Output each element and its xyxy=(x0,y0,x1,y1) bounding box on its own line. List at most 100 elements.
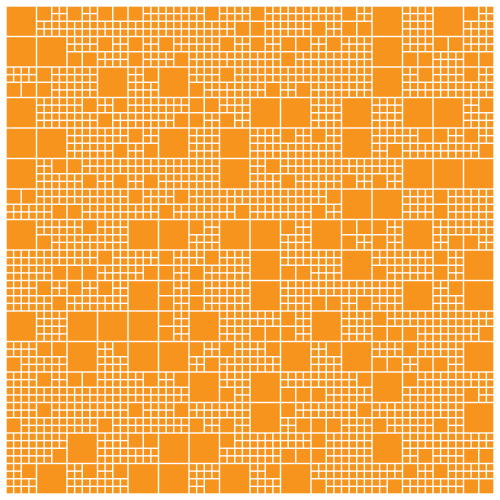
tile-square xyxy=(52,395,59,402)
tile-square xyxy=(166,113,174,120)
tile-square xyxy=(311,258,318,265)
tile-square xyxy=(288,143,296,151)
tile-square xyxy=(21,441,29,448)
tile-square xyxy=(90,128,97,135)
tile-square xyxy=(311,60,318,67)
tile-square xyxy=(21,250,29,257)
tile-square xyxy=(174,37,181,44)
tile-square xyxy=(349,334,357,341)
tile-square xyxy=(250,159,257,166)
tile-square xyxy=(166,189,174,196)
tile-square xyxy=(37,227,44,235)
tile-square xyxy=(403,441,410,448)
tile-square xyxy=(479,143,494,158)
tile-square xyxy=(82,418,90,425)
tile-square xyxy=(250,487,257,494)
tile-square xyxy=(250,90,257,97)
tile-square xyxy=(143,387,151,395)
tile-square xyxy=(273,136,280,143)
tile-square xyxy=(37,304,44,311)
tile-square xyxy=(441,349,448,357)
tile-square xyxy=(487,204,494,212)
tile-square xyxy=(29,395,36,402)
tile-square xyxy=(433,128,448,143)
tile-square xyxy=(174,159,181,166)
tile-square xyxy=(189,471,196,479)
tile-square xyxy=(273,182,280,189)
tile-square xyxy=(37,212,44,219)
tile-square xyxy=(90,426,97,433)
tile-square xyxy=(174,98,181,105)
tile-square xyxy=(6,288,13,296)
tile-square xyxy=(174,326,181,334)
tile-square xyxy=(296,403,303,410)
tile-square xyxy=(433,151,440,158)
tile-square xyxy=(349,418,357,425)
tile-square xyxy=(250,189,257,196)
tile-square xyxy=(143,258,151,265)
tile-square xyxy=(471,227,479,235)
tile-square xyxy=(448,273,456,280)
tile-square xyxy=(75,220,82,227)
tile-square xyxy=(212,204,219,212)
tile-square xyxy=(235,334,242,341)
tile-square xyxy=(204,159,212,166)
tile-square xyxy=(265,21,273,29)
tile-square xyxy=(235,281,242,288)
tile-square xyxy=(395,258,402,265)
tile-square xyxy=(235,52,242,59)
tile-square xyxy=(67,159,82,174)
tile-square xyxy=(365,60,372,67)
tile-square xyxy=(273,479,280,486)
tile-square xyxy=(90,143,97,151)
tile-square xyxy=(220,14,227,21)
tile-square xyxy=(426,37,433,44)
tile-square xyxy=(197,357,204,364)
tile-square xyxy=(243,372,250,379)
tile-square xyxy=(143,90,151,97)
tile-square xyxy=(479,189,486,196)
tile-square xyxy=(75,174,82,181)
tile-square xyxy=(448,258,456,265)
tile-square xyxy=(372,410,379,418)
tile-square xyxy=(380,296,387,303)
tile-square xyxy=(220,380,227,387)
tile-square xyxy=(349,60,357,67)
tile-square xyxy=(204,113,212,120)
tile-square xyxy=(296,235,303,242)
tile-square xyxy=(326,380,334,387)
tile-square xyxy=(365,75,372,82)
tile-square xyxy=(380,281,387,288)
tile-square xyxy=(357,220,372,235)
tile-square xyxy=(75,105,82,113)
tile-square xyxy=(220,82,227,90)
tile-square xyxy=(433,52,440,59)
tile-square xyxy=(235,265,242,273)
tile-square xyxy=(395,136,402,143)
tile-square xyxy=(349,456,357,463)
tile-square xyxy=(250,6,265,21)
tile-square xyxy=(220,159,250,189)
tile-square xyxy=(204,281,212,288)
tile-square xyxy=(319,6,326,13)
tile-square xyxy=(82,410,90,418)
tile-square xyxy=(75,464,82,471)
tile-square xyxy=(6,128,36,158)
tile-square xyxy=(90,21,97,29)
tile-square xyxy=(29,304,36,311)
tile-square xyxy=(326,365,334,372)
tile-square xyxy=(166,52,174,59)
tile-square xyxy=(395,464,402,471)
tile-square xyxy=(326,204,334,212)
tile-square xyxy=(448,212,456,219)
tile-square xyxy=(182,326,189,334)
tile-square xyxy=(273,37,280,44)
tile-square xyxy=(98,52,105,59)
tile-square xyxy=(281,159,288,166)
tile-square xyxy=(258,197,265,204)
tile-square xyxy=(250,403,280,433)
tile-square xyxy=(334,151,341,158)
tile-square xyxy=(136,159,143,166)
tile-square xyxy=(243,82,250,90)
tile-square xyxy=(334,273,341,280)
